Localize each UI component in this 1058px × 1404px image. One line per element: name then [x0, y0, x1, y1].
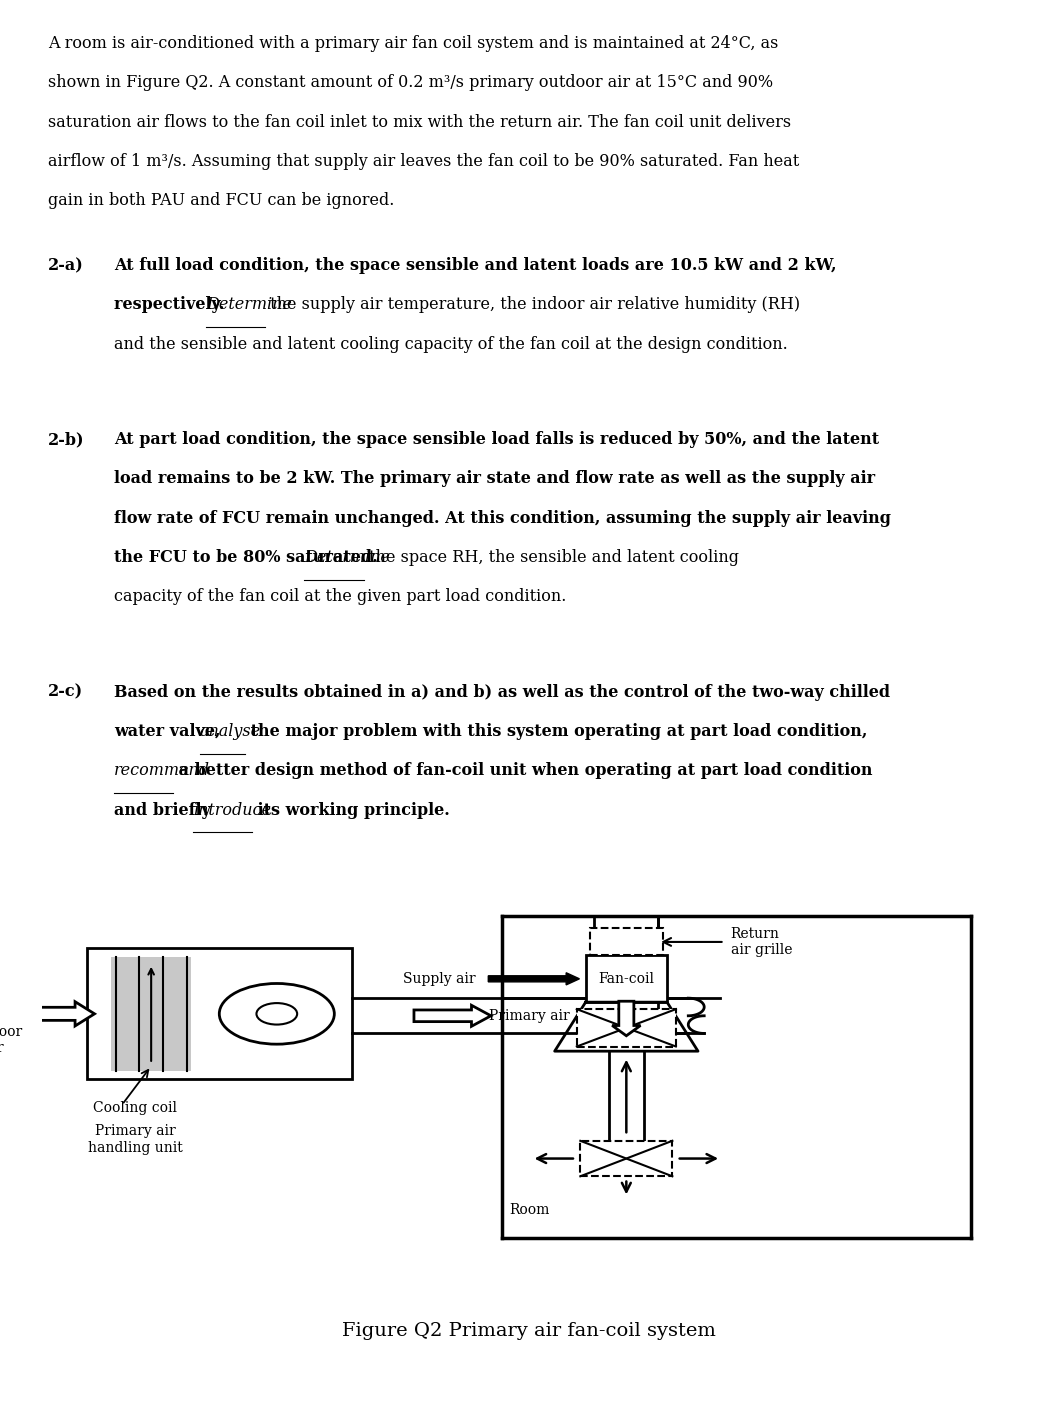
Text: Outdoor
air: Outdoor air [0, 1025, 23, 1054]
Text: 2-a): 2-a) [48, 257, 84, 274]
Text: Cooling coil: Cooling coil [93, 1101, 178, 1115]
Text: airflow of 1 m³/s. Assuming that supply air leaves the fan coil to be 90% satura: airflow of 1 m³/s. Assuming that supply … [48, 153, 799, 170]
Text: gain in both PAU and FCU can be ignored.: gain in both PAU and FCU can be ignored. [48, 192, 394, 209]
Text: a better design method of fan-coil unit when operating at part load condition: a better design method of fan-coil unit … [174, 762, 873, 779]
Text: 2-c): 2-c) [48, 684, 83, 701]
Text: the space RH, the sensible and latent cooling: the space RH, the sensible and latent co… [364, 549, 738, 566]
FancyArrow shape [414, 1005, 491, 1026]
Text: recommend: recommend [114, 762, 211, 779]
Text: and the sensible and latent cooling capacity of the fan coil at the design condi: and the sensible and latent cooling capa… [114, 336, 788, 352]
Circle shape [219, 983, 334, 1045]
Text: Room: Room [509, 1203, 549, 1217]
Text: load remains to be 2 kW. The primary air state and flow rate as well as the supp: load remains to be 2 kW. The primary air… [114, 470, 875, 487]
Text: introduce: introduce [193, 802, 271, 819]
Text: saturation air flows to the fan coil inlet to mix with the return air. The fan c: saturation air flows to the fan coil inl… [48, 114, 790, 131]
Text: At part load condition, the space sensible load falls is reduced by 50%, and the: At part load condition, the space sensib… [114, 431, 879, 448]
Text: 2-b): 2-b) [48, 431, 84, 448]
Text: Primary air: Primary air [95, 1123, 176, 1137]
Circle shape [256, 1002, 297, 1025]
Text: the FCU to be 80% saturated.: the FCU to be 80% saturated. [114, 549, 383, 566]
Text: analyse: analyse [200, 723, 260, 740]
Text: Determine: Determine [206, 296, 292, 313]
FancyArrow shape [613, 1001, 640, 1036]
FancyArrow shape [489, 973, 580, 984]
Bar [111, 958, 191, 1071]
Text: handling unit: handling unit [88, 1141, 183, 1155]
Bar [590, 928, 662, 956]
FancyArrow shape [12, 1001, 94, 1026]
Text: respectively.: respectively. [114, 296, 231, 313]
Text: A room is air-conditioned with a primary air fan coil system and is maintained a: A room is air-conditioned with a primary… [48, 35, 778, 52]
Text: shown in Figure Q2. A constant amount of 0.2 m³/s primary outdoor air at 15°C an: shown in Figure Q2. A constant amount of… [48, 74, 772, 91]
Text: water valve,: water valve, [114, 723, 226, 740]
Bar [577, 1009, 676, 1046]
Text: the major problem with this system operating at part load condition,: the major problem with this system opera… [245, 723, 868, 740]
Text: Figure Q2 Primary air fan-coil system: Figure Q2 Primary air fan-coil system [342, 1323, 716, 1339]
Bar [586, 956, 667, 1002]
Text: its working principle.: its working principle. [252, 802, 450, 819]
Text: flow rate of FCU remain unchanged. At this condition, assuming the supply air le: flow rate of FCU remain unchanged. At th… [114, 510, 891, 526]
Text: Determine: Determine [305, 549, 390, 566]
Text: Fan-coil: Fan-coil [599, 972, 654, 986]
Text: and briefly: and briefly [114, 802, 217, 819]
Text: Based on the results obtained in a) and b) as well as the control of the two-way: Based on the results obtained in a) and … [114, 684, 891, 701]
Bar [87, 949, 352, 1080]
Text: Return
air grille: Return air grille [731, 927, 792, 958]
Bar [581, 1141, 672, 1177]
Text: At full load condition, the space sensible and latent loads are 10.5 kW and 2 kW: At full load condition, the space sensib… [114, 257, 837, 274]
Text: Supply air: Supply air [403, 972, 476, 986]
Text: Primary air: Primary air [489, 1009, 570, 1022]
Text: the supply air temperature, the indoor air relative humidity (RH): the supply air temperature, the indoor a… [266, 296, 800, 313]
Text: capacity of the fan coil at the given part load condition.: capacity of the fan coil at the given pa… [114, 588, 567, 605]
